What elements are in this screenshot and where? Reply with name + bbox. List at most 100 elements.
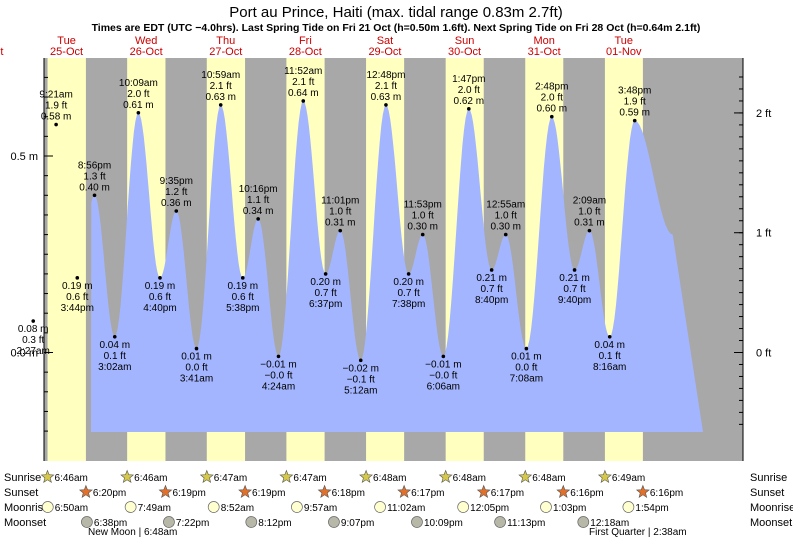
tide-feet-label: 0.7 ft	[481, 284, 503, 295]
moonset-icon	[163, 516, 175, 528]
moonrise-time-label: 7:49am	[138, 503, 171, 514]
tide-meter-label: 0.58 m	[41, 112, 72, 123]
tide-time-label: 1:47pm	[452, 74, 485, 85]
sunrise-time-label: 6:46am	[134, 473, 167, 484]
day-labels: Mon24‑OctTue25‑OctWed26‑OctThu27‑OctFri2…	[0, 35, 642, 58]
tide-meter-label: 0.19 m	[145, 281, 176, 292]
tide-point	[338, 228, 343, 233]
date-label: 31‑Oct	[528, 46, 561, 58]
sunset-icon	[78, 484, 93, 498]
tide-feet-label: 1.3 ft	[83, 171, 105, 182]
tide-meter-label: 0.21 m	[476, 273, 507, 284]
tide-time-label: 9:35pm	[160, 176, 193, 187]
tide-meter-label: 0.30 m	[407, 222, 438, 233]
moonrise-time-label: 8:52am	[221, 503, 254, 514]
tide-time-label: 12:48pm	[366, 70, 405, 81]
moonset-time-label: 9:07pm	[341, 518, 374, 529]
tide-feet-label: 0.7 ft	[563, 284, 585, 295]
tide-point	[358, 358, 363, 363]
sunrise-time-label: 6:48am	[453, 473, 486, 484]
axes: 0.5 m 0.0 m 2 ft 1 ft 0 ft	[10, 58, 771, 461]
moonset-icon	[81, 516, 93, 528]
sunrise-icon	[597, 469, 612, 483]
row-label-right: Moonset	[750, 517, 792, 529]
row-label-left: Sunset	[4, 487, 38, 499]
sunrise-icon	[40, 469, 55, 483]
sunset-time-label: 6:20pm	[93, 488, 126, 499]
tide-time-label: 8:56pm	[78, 160, 111, 171]
moonrise-icon	[374, 501, 386, 513]
date-label: 28‑Oct	[289, 46, 322, 58]
sunset-time-label: 6:19pm	[172, 488, 205, 499]
moonset-icon	[494, 516, 506, 528]
moon-phase-label: New Moon | 6:48am	[88, 527, 177, 538]
tide-time-label: 3:48pm	[618, 86, 651, 97]
tide-meter-label: 0.04 m	[594, 340, 625, 351]
tide-meter-label: 0.08 m	[18, 324, 49, 335]
tide-time-label: 8:16am	[593, 362, 626, 373]
tide-meter-label: 0.61 m	[123, 100, 154, 111]
tide-meter-label: 0.20 m	[393, 277, 424, 288]
day-of-week-label: Sun	[455, 35, 475, 47]
moonrise-icon	[207, 501, 220, 513]
tide-point	[406, 272, 411, 276]
tide-feet-label: 1.0 ft	[578, 207, 600, 218]
day-of-week-label: Wed	[135, 35, 157, 47]
sunrise-time-label: 6:47am	[293, 473, 326, 484]
moonset-icon	[245, 516, 258, 528]
moonrise-icon	[457, 501, 470, 513]
tide-meter-label: −0.02 m	[343, 363, 379, 374]
day-of-week-label: Fri	[299, 35, 312, 47]
tide-meter-label: 0.34 m	[243, 206, 274, 217]
moonrise-icon	[41, 501, 54, 513]
moonset-time-label: 6:38pm	[94, 518, 127, 529]
tide-point	[384, 103, 388, 107]
tide-feet-label: −0.1 ft	[347, 374, 375, 385]
sunrise-time-label: 6:47am	[214, 473, 247, 484]
tide-meter-label: −0.01 m	[425, 359, 461, 370]
date-label: 24‑Oct	[0, 46, 3, 58]
tide-time-label: 6:37pm	[309, 299, 342, 310]
tide-time-label: 11:52am	[284, 66, 322, 77]
sunset-icon	[317, 484, 332, 498]
sunrise-icon	[199, 469, 214, 483]
tide-meter-label: 0.64 m	[288, 88, 319, 99]
tide-feet-label: 1.0 ft	[329, 207, 351, 218]
tide-meter-label: 0.31 m	[574, 218, 605, 229]
tide-time-label: 3:41am	[180, 374, 213, 385]
tide-point	[158, 276, 162, 280]
tide-feet-label: 2.0 ft	[458, 85, 480, 96]
sunset-icon	[556, 484, 571, 498]
astro-rows: Sunrise Sunrise Sunset Sunset Moonrise Moonri…	[4, 469, 793, 538]
tide-feet-label: 2.0 ft	[127, 89, 149, 100]
tide-area	[91, 101, 703, 432]
tide-time-label: 10:09am	[119, 78, 158, 89]
tide-time-label: 5:12am	[344, 385, 377, 396]
sunset-time-label: 6:17pm	[411, 488, 444, 499]
right-tick-label: 2 ft	[756, 108, 771, 120]
sunrise-icon	[438, 469, 453, 483]
tide-point	[240, 276, 245, 280]
tide-time-label: 3:02am	[98, 362, 131, 373]
tide-curve	[91, 101, 703, 432]
tide-meter-label: 0.60 m	[536, 104, 567, 115]
tide-feet-label: 1.9 ft	[45, 101, 67, 112]
right-tick-label: 1 ft	[756, 228, 771, 240]
tide-point	[75, 276, 80, 280]
tide-time-label: 3:44pm	[61, 303, 94, 314]
sunrise-icon	[279, 469, 294, 483]
tide-point	[503, 232, 508, 237]
sunrise-time-label: 6:46am	[55, 473, 88, 484]
tide-meter-label: 0.62 m	[454, 96, 485, 107]
tide-point	[467, 107, 471, 111]
tide-time-label: 10:59am	[201, 70, 240, 81]
tide-point	[572, 268, 577, 272]
moonset-icon	[411, 516, 423, 528]
tide-feet-label: 0.7 ft	[397, 288, 419, 299]
sunrise-icon	[359, 469, 373, 483]
moonrise-icon	[291, 501, 303, 513]
chart-title: Port au Prince, Haiti (max. tidal range …	[229, 4, 562, 21]
moonset-time-label: 10:09pm	[424, 518, 463, 529]
tide-time-label: 2:48pm	[535, 82, 568, 93]
